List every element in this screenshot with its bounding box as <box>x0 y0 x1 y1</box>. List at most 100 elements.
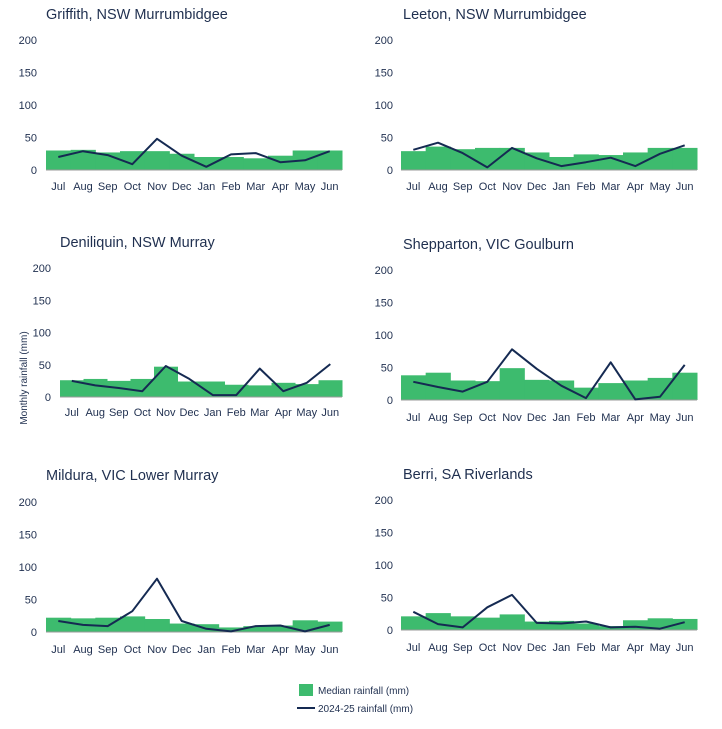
rainfall-line <box>413 141 686 169</box>
x-tick-label: Jul <box>406 412 420 424</box>
x-tick-label: Sep <box>453 181 473 193</box>
legend-median-swatch <box>299 684 313 696</box>
x-tick-label: Jan <box>197 644 215 656</box>
y-tick-label: 150 <box>375 298 393 310</box>
x-tick-label: Apr <box>275 407 292 419</box>
y-tick-label: 50 <box>381 593 393 605</box>
median-bar <box>672 618 698 630</box>
x-tick-label: Jan <box>552 181 570 193</box>
y-tick-label: 200 <box>19 35 37 47</box>
x-tick-label: Apr <box>627 642 644 654</box>
x-tick-label: Nov <box>147 644 167 656</box>
chart-panel-5: Berri, SA Riverlands 0 50 100 150 200 Jul Aug Se… <box>375 467 698 654</box>
median-bar <box>268 625 294 632</box>
y-tick-label: 150 <box>33 295 51 307</box>
x-tick-label: Aug <box>73 644 93 656</box>
median-bar <box>243 158 269 170</box>
median-bar <box>549 157 575 170</box>
x-tick-label: Apr <box>627 412 644 424</box>
rainfall-line <box>58 577 330 633</box>
x-tick-label: Jun <box>321 644 339 656</box>
legend: Median rainfall (mm) 2024-25 rainfall (m… <box>297 684 413 715</box>
x-tick-label: Jan <box>552 412 570 424</box>
x-tick-label: Mar <box>246 181 265 193</box>
median-bar <box>573 387 599 400</box>
median-bar <box>218 157 244 170</box>
x-tick-label: Dec <box>527 642 547 654</box>
x-tick-label: Aug <box>428 181 448 193</box>
median-bar <box>524 379 550 400</box>
y-tick-label: 100 <box>375 560 393 572</box>
median-bar <box>425 613 451 630</box>
x-tick-label: Feb <box>227 407 246 419</box>
x-tick-label: May <box>295 181 316 193</box>
median-bar <box>401 616 427 630</box>
median-bar <box>318 380 343 397</box>
x-tick-label: Aug <box>428 642 448 654</box>
median-bar <box>292 620 318 632</box>
y-tick-label: 150 <box>375 528 393 540</box>
y-tick-label: 100 <box>33 328 51 340</box>
median-bar <box>524 152 550 170</box>
x-tick-label: Nov <box>156 407 176 419</box>
chart-panel-2: Deniliquin, NSW Murray 0 50 100 150 200 Jul Aug… <box>33 235 343 419</box>
rainfall-line <box>71 363 331 397</box>
median-bar <box>647 618 673 630</box>
x-tick-label: Jun <box>321 181 339 193</box>
x-tick-label: Oct <box>134 407 151 419</box>
median-bar <box>623 380 649 400</box>
median-bar <box>425 146 451 170</box>
y-tick-label: 0 <box>387 395 393 407</box>
median-bar <box>317 150 343 170</box>
x-tick-label: Oct <box>124 644 141 656</box>
chart-title: Mildura, VIC Lower Murray <box>46 468 219 484</box>
x-tick-label: Feb <box>222 644 241 656</box>
y-tick-label: 0 <box>31 627 37 639</box>
x-tick-label: Jul <box>65 407 79 419</box>
median-bar <box>401 375 427 400</box>
x-tick-label: Apr <box>627 181 644 193</box>
legend-rainfall-label: 2024-25 rainfall (mm) <box>318 704 413 715</box>
median-bar <box>60 380 84 397</box>
median-bar <box>499 614 525 630</box>
median-bar <box>120 616 146 632</box>
x-tick-label: Jan <box>204 407 222 419</box>
median-bar <box>248 385 272 397</box>
median-bar <box>573 623 599 630</box>
rainfall-line <box>413 348 686 401</box>
x-tick-label: Dec <box>527 181 547 193</box>
chart-title: Berri, SA Riverlands <box>403 467 533 483</box>
median-bar <box>46 617 72 632</box>
x-tick-label: Jun <box>676 412 694 424</box>
median-bar <box>83 378 108 397</box>
y-tick-label: 200 <box>19 497 37 509</box>
median-bar <box>524 621 550 630</box>
y-tick-label: 150 <box>19 530 37 542</box>
y-tick-label: 200 <box>375 495 393 507</box>
chart-panel-4: Mildura, VIC Lower Murray 0 50 100 150 200 Jul… <box>19 468 343 656</box>
x-tick-label: May <box>650 181 671 193</box>
median-bar <box>598 383 624 400</box>
median-bar <box>271 382 296 397</box>
rainfall-line <box>58 137 331 168</box>
x-tick-label: Sep <box>98 181 118 193</box>
x-tick-label: Dec <box>179 407 199 419</box>
x-tick-label: Jul <box>406 181 420 193</box>
x-tick-label: Mar <box>250 407 269 419</box>
chart-panel-3: Shepparton, VIC Goulburn 0 50 100 150 200 Jul A… <box>375 237 698 424</box>
x-tick-label: Nov <box>502 412 522 424</box>
y-tick-label: 0 <box>387 625 393 637</box>
y-tick-label: 50 <box>381 133 393 145</box>
median-bar <box>120 151 146 170</box>
x-tick-label: May <box>650 642 671 654</box>
x-tick-label: Aug <box>85 407 105 419</box>
x-tick-label: Feb <box>222 181 241 193</box>
y-tick-label: 150 <box>19 68 37 80</box>
x-tick-label: Jul <box>51 181 65 193</box>
x-tick-label: Feb <box>577 642 596 654</box>
x-tick-label: Jul <box>51 644 65 656</box>
chart-panels: Griffith, NSW Murrumbidgee 0 50 100 150 200 Ju… <box>19 7 698 656</box>
x-tick-label: Nov <box>147 181 167 193</box>
x-tick-label: Feb <box>577 412 596 424</box>
